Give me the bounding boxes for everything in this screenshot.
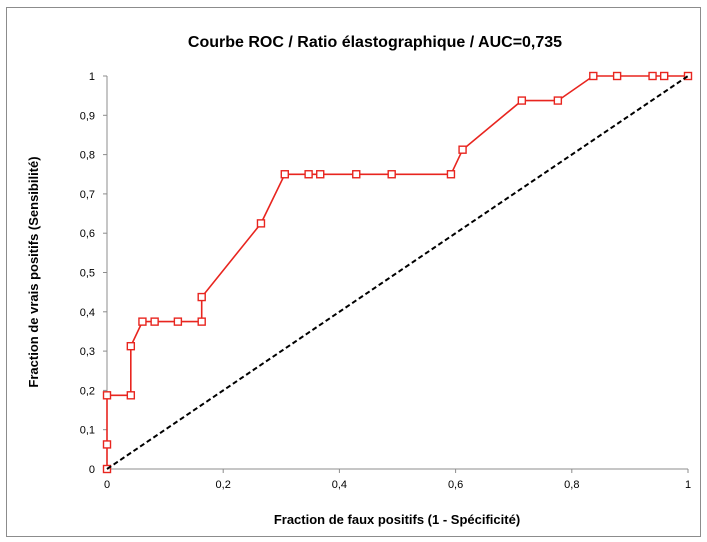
- roc-point: [648, 71, 657, 81]
- x-tick-label: 0,2: [216, 479, 231, 491]
- y-tick-label: 0,7: [80, 189, 95, 201]
- roc-point: [683, 71, 693, 81]
- roc-point: [387, 170, 396, 179]
- roc-point: [102, 391, 112, 400]
- y-tick-label: 0,4: [80, 307, 95, 319]
- y-tick-label: 0,6: [80, 228, 95, 240]
- roc-point: [458, 145, 467, 154]
- x-tick-label: 1: [685, 479, 691, 491]
- roc-point: [126, 391, 136, 400]
- roc-point: [150, 317, 159, 326]
- x-tick-label: 0,8: [564, 479, 579, 491]
- y-axis-label: Fraction de vrais positifs (Sensibilité): [26, 156, 41, 387]
- x-axis-label: Fraction de faux positifs (1 - Spécifici…: [274, 512, 520, 527]
- roc-point: [126, 341, 136, 351]
- y-tick-label: 0,3: [80, 346, 95, 358]
- diagonal-reference-line: [106, 75, 689, 470]
- y-tick-label: 0,9: [80, 110, 95, 122]
- chart-title: Courbe ROC / Ratio élastographique / AUC…: [188, 34, 562, 51]
- roc-point: [612, 71, 622, 81]
- y-tick-label: 0,8: [80, 150, 95, 162]
- roc-point: [304, 170, 313, 179]
- roc-point: [102, 440, 112, 449]
- roc-point: [352, 170, 361, 179]
- x-tick-label: 0,6: [448, 479, 463, 491]
- axes: 0 0,1 0,2 0,3 0,4 0,5 0,6 0,7 0,8 0,9 1 0 0,2 0,4 0,6 0…: [80, 71, 691, 491]
- y-tick-label: 0,5: [80, 268, 95, 280]
- series-layer: [102, 71, 693, 474]
- roc-point: [256, 219, 266, 228]
- roc-point: [197, 292, 206, 302]
- roc-point: [316, 170, 325, 179]
- x-tick-label: 0,4: [332, 479, 347, 491]
- roc-point: [280, 170, 289, 179]
- roc-point: [446, 170, 456, 179]
- roc-point: [138, 317, 147, 326]
- roc-point: [659, 71, 669, 81]
- roc-point: [517, 96, 527, 105]
- y-tick-label: 0,1: [80, 425, 95, 437]
- roc-point: [173, 317, 183, 326]
- y-tick-label: 0,2: [80, 385, 95, 397]
- x-tick-label: 0: [104, 479, 110, 491]
- roc-point: [553, 96, 563, 105]
- y-tick-label: 0: [89, 464, 95, 476]
- chart-frame: [6, 7, 701, 537]
- roc-point: [589, 71, 598, 81]
- roc-point: [197, 317, 206, 326]
- y-tick-label: 1: [89, 71, 95, 83]
